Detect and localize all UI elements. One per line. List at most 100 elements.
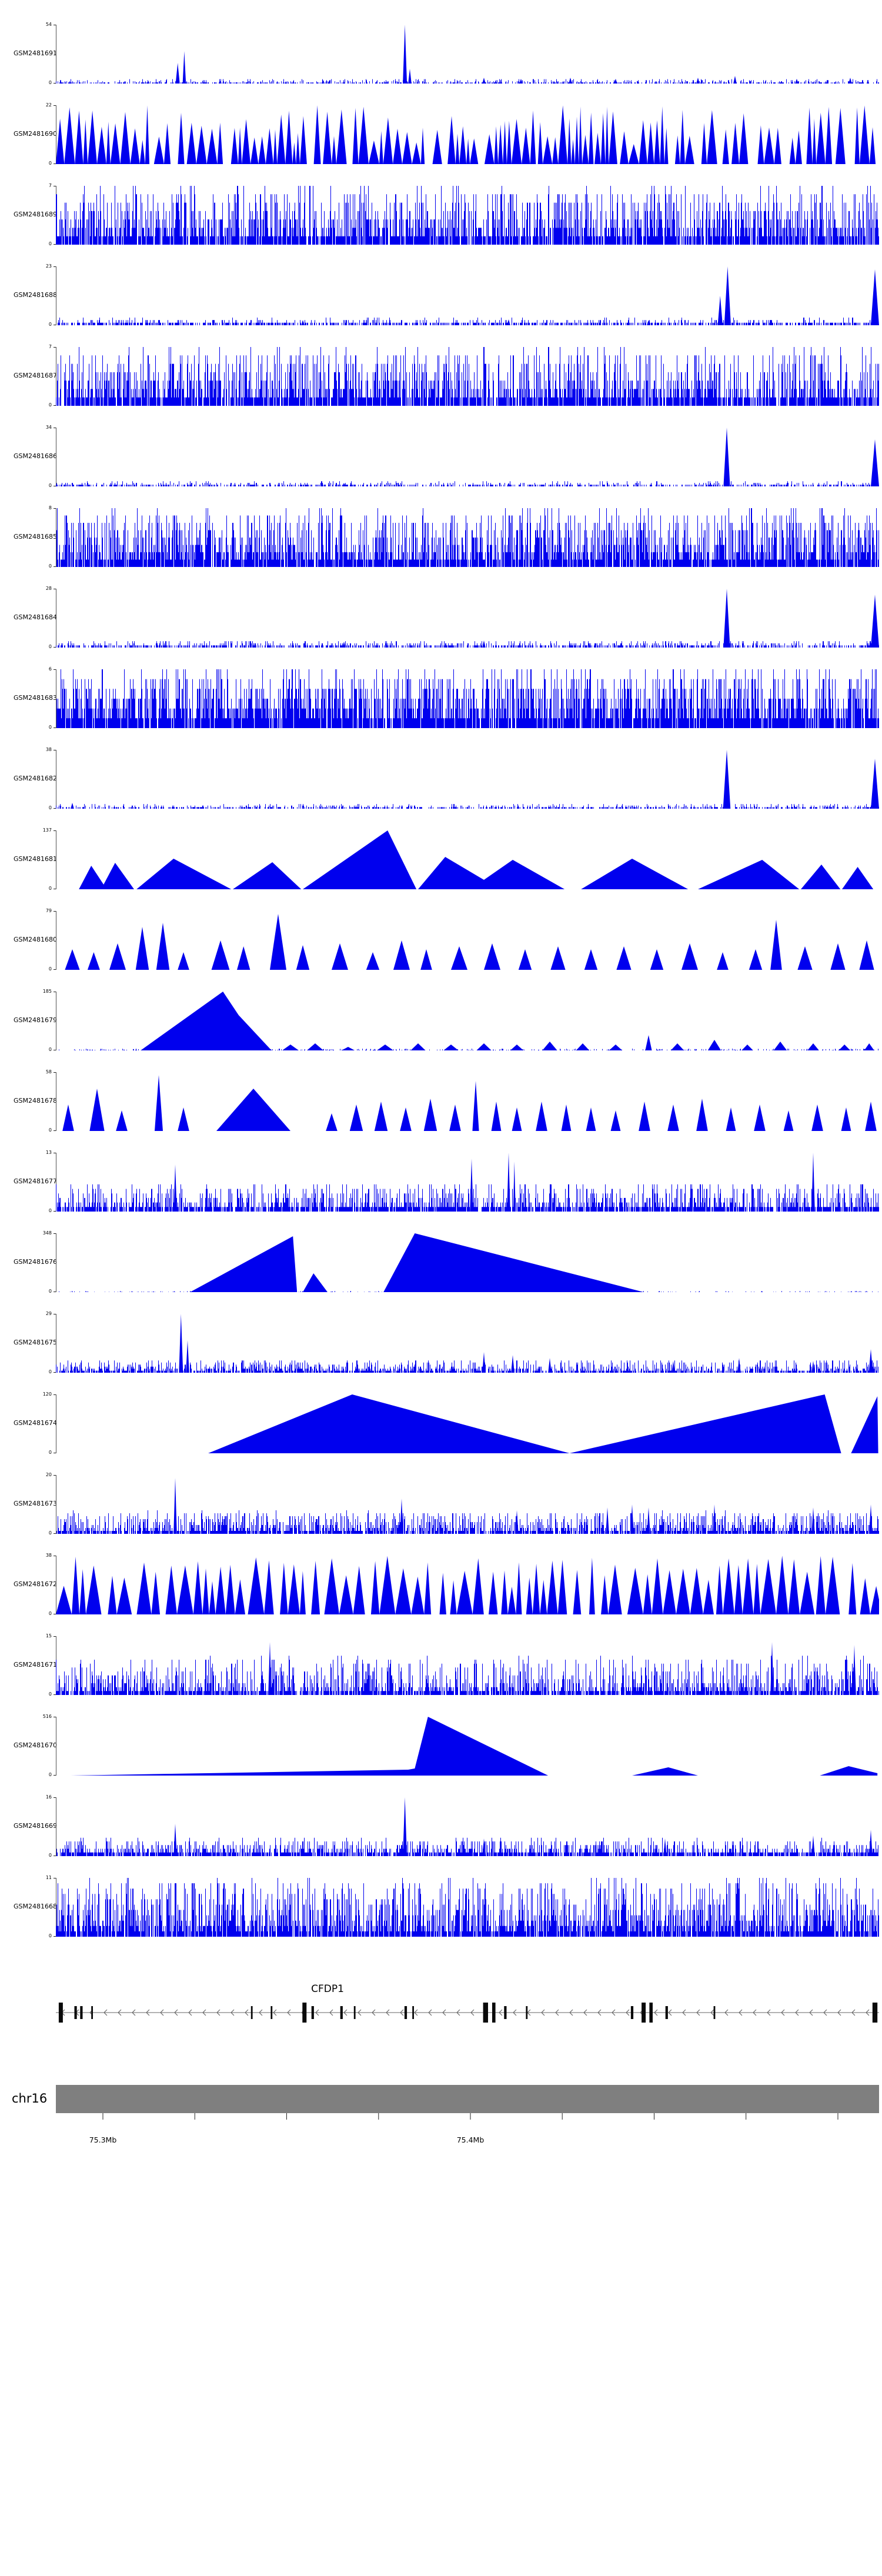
track-row: GSM2481680 79 0: [0, 903, 882, 983]
track-signal-svg: [56, 347, 879, 406]
track-signal-plot: [56, 347, 879, 406]
track-signal-plot: [56, 911, 879, 970]
track-ymin-label: 0: [48, 1933, 52, 1938]
track-ymin-label: 0: [48, 1289, 52, 1294]
track-ymax-label: 29: [45, 1311, 52, 1316]
track-sample-label: GSM2481668: [14, 1903, 57, 1910]
track-ymax-label: 185: [42, 989, 52, 994]
track-sample-label: GSM2481685: [14, 533, 57, 540]
track-signal-svg: [56, 105, 876, 164]
track-sample-label: GSM2481671: [14, 1661, 57, 1669]
track-row: GSM2481690 22 0: [0, 97, 882, 178]
track-sample-label: GSM2481678: [14, 1097, 57, 1105]
y-axis-tick: [54, 1533, 56, 1534]
track-signal-svg: [56, 1475, 879, 1534]
track-signal-svg: [56, 25, 879, 84]
track-sample-label: GSM2481670: [14, 1741, 57, 1749]
y-axis-tick: [54, 911, 56, 912]
track-row: GSM2481686 34 0: [0, 419, 882, 500]
track-row: GSM2481688 23 0: [0, 258, 882, 339]
track-row: GSM2481689 7 0: [0, 178, 882, 258]
track-signal-svg: [56, 830, 874, 889]
track-signal-svg: [56, 1556, 879, 1614]
track-row: GSM2481677 13 0: [0, 1144, 882, 1225]
track-ymin-label: 0: [48, 241, 52, 246]
track-ymax-label: 34: [45, 425, 52, 430]
y-axis-tick: [54, 1130, 56, 1131]
y-axis-tick: [54, 808, 56, 809]
genome-axis-track: 75.3Mb 75.4Mb: [0, 2113, 882, 2166]
track-sample-label: GSM2481672: [14, 1580, 57, 1588]
track-signal-plot: [56, 830, 879, 889]
track-ymin-label: 0: [48, 1208, 52, 1213]
axis-tick-label: 75.4Mb: [456, 2135, 485, 2144]
track-signal-plot: [56, 1636, 879, 1695]
track-signal-plot: [56, 1556, 879, 1614]
chromosome-label: chr16: [12, 2091, 48, 2105]
track-signal-plot: [56, 428, 879, 486]
track-sample-label: GSM2481689: [14, 211, 57, 218]
track-signal-svg: [56, 1636, 879, 1695]
track-ymax-label: 38: [45, 747, 52, 752]
track-signal-svg: [56, 1394, 878, 1453]
track-signal-plot: [56, 186, 879, 245]
track-sample-label: GSM2481681: [14, 855, 57, 863]
track-signal-svg: [56, 911, 874, 970]
track-ymax-label: 8: [48, 505, 52, 510]
track-signal-plot: [56, 1878, 879, 1937]
y-axis-tick: [54, 647, 56, 648]
y-axis-tick: [54, 1636, 56, 1637]
track-signal-svg: [56, 1314, 878, 1373]
track-ymin-label: 0: [48, 80, 52, 85]
track-ymax-label: 7: [48, 183, 52, 188]
track-row: GSM2481672 38 0: [0, 1547, 882, 1628]
track-signal-plot: [56, 266, 879, 325]
track-ymin-label: 0: [48, 886, 52, 891]
track-sample-label: GSM2481669: [14, 1822, 57, 1830]
track-signal-svg: [56, 1233, 878, 1292]
track-signal-svg: [56, 589, 879, 648]
y-axis-tick: [54, 266, 56, 267]
track-signal-plot: [56, 105, 879, 164]
track-ymax-label: 137: [42, 827, 52, 833]
track-sample-label: GSM2481680: [14, 936, 57, 943]
track-signal-plot: [56, 1717, 879, 1776]
y-axis-tick: [54, 347, 56, 348]
track-row: GSM2481684 28 0: [0, 580, 882, 661]
y-axis-tick: [54, 244, 56, 245]
genome-axis-ticks: [102, 2113, 838, 2120]
track-ymin-label: 0: [48, 966, 52, 972]
track-ymin-label: 0: [48, 1450, 52, 1455]
track-row: GSM2481669 16 0: [0, 1789, 882, 1870]
track-ymin-label: 0: [48, 725, 52, 730]
track-signal-plot: [56, 1072, 879, 1131]
track-ymin-label: 0: [48, 1772, 52, 1777]
y-axis-tick: [54, 163, 56, 164]
y-axis-tick: [54, 508, 56, 509]
track-ymax-label: 22: [45, 102, 52, 108]
track-row: GSM2481683 6 0: [0, 661, 882, 742]
y-axis-tick: [54, 405, 56, 406]
axis-tick-label: 75.3Mb: [89, 2135, 117, 2144]
y-axis-tick: [54, 566, 56, 567]
track-signal-plot: [56, 589, 879, 648]
y-axis-tick: [54, 830, 56, 831]
track-sample-label: GSM2481682: [14, 775, 57, 782]
track-ymax-label: 58: [45, 1069, 52, 1075]
track-signal-svg: [56, 1797, 878, 1856]
track-signal-svg: [56, 992, 878, 1050]
track-signal-plot: [56, 1153, 879, 1212]
track-row: GSM2481676 348 0: [0, 1225, 882, 1306]
track-signal-plot: [56, 669, 879, 728]
chromosome-bar: [56, 2085, 879, 2113]
track-row: GSM2481668 11 0: [0, 1870, 882, 1950]
track-ymin-label: 0: [48, 1369, 52, 1374]
gene-name-label: CFDP1: [311, 1983, 344, 1995]
track-ymax-label: 23: [45, 263, 52, 269]
track-row: GSM2481670 516 0: [0, 1709, 882, 1789]
track-signal-svg: [56, 1072, 877, 1131]
y-axis-tick: [54, 669, 56, 670]
track-sample-label: GSM2481687: [14, 372, 57, 379]
track-ymax-label: 13: [45, 1150, 52, 1155]
track-sample-label: GSM2481674: [14, 1419, 57, 1427]
